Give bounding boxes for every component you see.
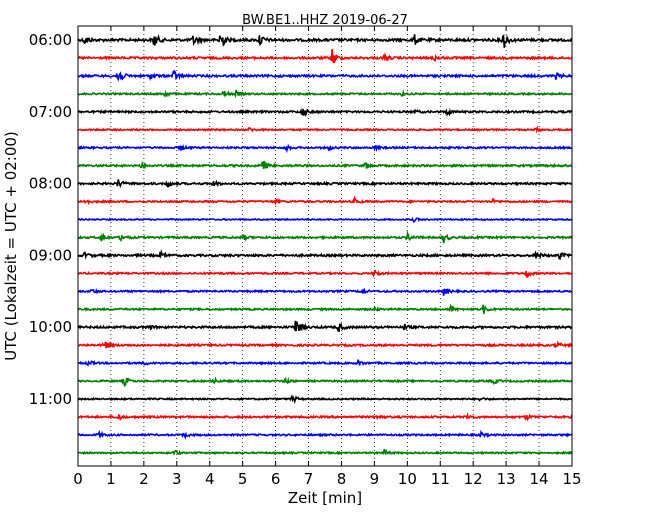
- trace-1015: [77, 340, 573, 349]
- x-tick-label: 4: [205, 470, 215, 488]
- gridlines: [110, 26, 540, 466]
- trace-0730: [77, 143, 573, 154]
- trace-0930: [77, 287, 573, 296]
- x-tick-label: 7: [304, 470, 314, 488]
- x-tick-label: 14: [530, 470, 549, 488]
- trace-0630: [77, 69, 573, 82]
- trace-0600: [77, 33, 573, 48]
- trace-0800: [77, 179, 573, 189]
- trace-0830: [77, 217, 573, 224]
- x-tick-label: 9: [370, 470, 380, 488]
- y-tick-label: 06:00: [29, 31, 72, 49]
- x-axis: 0 1 2 3 4 5 6 7 8 9 10 11 12 13 14 15: [73, 26, 582, 488]
- x-tick-label: 3: [172, 470, 182, 488]
- trace-1000: [77, 320, 573, 333]
- y-tick-label: 08:00: [29, 175, 72, 193]
- trace-1145: [77, 448, 573, 456]
- trace-0615: [78, 49, 573, 64]
- trace-0915: [77, 269, 573, 278]
- x-tick-label: 10: [398, 470, 417, 488]
- x-axis-label: Zeit [min]: [288, 489, 362, 507]
- x-tick-label: 2: [139, 470, 149, 488]
- trace-1030: [77, 359, 573, 367]
- x-tick-label: 13: [497, 470, 516, 488]
- y-axis: 06:00 07:00 08:00 09:00 10:00 11:00: [29, 31, 572, 408]
- y-tick-label: 11:00: [29, 390, 72, 408]
- trace-1100: [77, 394, 573, 405]
- x-tick-label: 8: [337, 470, 347, 488]
- x-tick-label: 1: [106, 470, 116, 488]
- y-axis-label: UTC (Lokalzeit = UTC + 02:00): [2, 131, 20, 361]
- trace-0945: [78, 303, 573, 314]
- x-tick-label: 6: [271, 470, 281, 488]
- traces: [77, 33, 573, 456]
- trace-0645: [77, 89, 572, 99]
- y-tick-label: 07:00: [29, 103, 72, 121]
- trace-1115: [78, 412, 573, 422]
- x-tick-label: 12: [464, 470, 483, 488]
- trace-0815: [77, 195, 573, 206]
- y-tick-label: 09:00: [29, 246, 72, 264]
- trace-0715: [77, 125, 573, 134]
- x-tick-label: 5: [238, 470, 248, 488]
- x-tick-label: 11: [431, 470, 450, 488]
- trace-0900: [77, 249, 573, 261]
- plot-frame: [77, 25, 573, 467]
- trace-0700: [77, 107, 573, 118]
- trace-0745: [77, 160, 572, 170]
- trace-1130: [77, 429, 573, 440]
- x-tick-label: 0: [73, 470, 83, 488]
- trace-0845: [77, 230, 573, 244]
- chart-title: BW.BE1..HHZ 2019-06-27: [242, 13, 408, 28]
- y-tick-label: 10:00: [29, 318, 72, 336]
- x-tick-label: 15: [562, 470, 581, 488]
- trace-1045: [77, 376, 573, 387]
